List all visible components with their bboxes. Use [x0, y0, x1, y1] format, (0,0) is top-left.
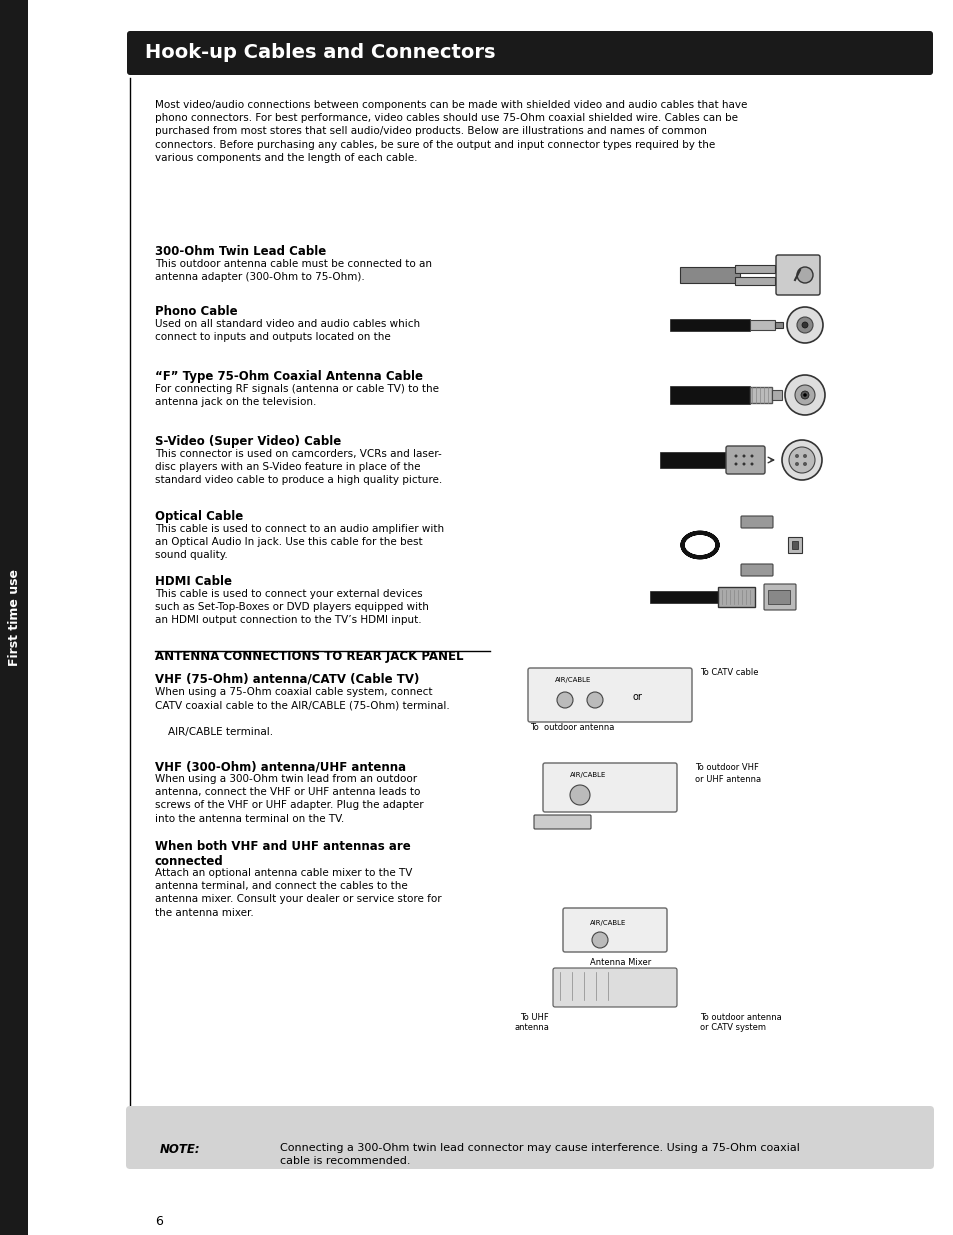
Text: HDMI Cable: HDMI Cable [154, 576, 232, 588]
Text: “F” Type 75-Ohm Coaxial Antenna Cable: “F” Type 75-Ohm Coaxial Antenna Cable [154, 370, 422, 383]
Circle shape [741, 462, 744, 466]
Circle shape [586, 692, 602, 708]
Text: NOTE:: NOTE: [160, 1144, 200, 1156]
Text: To UHF: To UHF [519, 1013, 548, 1023]
Text: S-Video (Super Video) Cable: S-Video (Super Video) Cable [154, 435, 341, 448]
Circle shape [802, 454, 806, 458]
Text: Hook-up Cables and Connectors: Hook-up Cables and Connectors [145, 43, 495, 63]
Text: AIR/CABLE: AIR/CABLE [555, 677, 591, 683]
FancyBboxPatch shape [740, 516, 772, 529]
FancyBboxPatch shape [763, 584, 795, 610]
Text: or: or [632, 692, 641, 701]
Bar [649, 592, 720, 603]
Text: To outdoor VHF: To outdoor VHF [695, 763, 758, 772]
Text: For connecting RF signals (antenna or cable TV) to the
antenna jack on the telev: For connecting RF signals (antenna or ca… [154, 384, 438, 408]
Circle shape [801, 391, 808, 399]
Circle shape [794, 462, 799, 466]
Text: 300-Ohm Twin Lead Cable: 300-Ohm Twin Lead Cable [154, 245, 326, 258]
Text: AIR/CABLE: AIR/CABLE [569, 772, 606, 778]
Text: or CATV system: or CATV system [700, 1023, 765, 1032]
FancyBboxPatch shape [527, 668, 691, 722]
FancyBboxPatch shape [126, 1107, 933, 1170]
Text: or UHF antenna: or UHF antenna [695, 776, 760, 784]
Text: To outdoor antenna: To outdoor antenna [700, 1013, 781, 1023]
Text: AIR/CABLE: AIR/CABLE [589, 920, 626, 926]
Bar [787, 537, 801, 553]
FancyBboxPatch shape [127, 31, 932, 75]
Circle shape [786, 308, 822, 343]
Circle shape [734, 462, 737, 466]
Text: This outdoor antenna cable must be connected to an
antenna adapter (300-Ohm to 7: This outdoor antenna cable must be conne… [154, 259, 432, 283]
Text: 6: 6 [154, 1215, 163, 1228]
Text: Phono Cable: Phono Cable [154, 305, 237, 317]
Circle shape [796, 317, 812, 333]
Bar [791, 541, 797, 550]
Text: Antenna Mixer: Antenna Mixer [589, 958, 651, 967]
Bar [734, 277, 774, 285]
Text: When using a 75-Ohm coaxial cable system, connect
CATV coaxial cable to the AIR/: When using a 75-Ohm coaxial cable system… [154, 687, 449, 736]
FancyBboxPatch shape [725, 446, 764, 474]
Text: Optical Cable: Optical Cable [154, 510, 243, 522]
FancyBboxPatch shape [562, 908, 666, 952]
FancyBboxPatch shape [740, 564, 772, 576]
Bar [659, 452, 729, 468]
Circle shape [557, 692, 573, 708]
Circle shape [750, 454, 753, 457]
Circle shape [784, 375, 824, 415]
Circle shape [569, 785, 589, 805]
Text: To CATV cable: To CATV cable [700, 668, 758, 677]
Text: antenna: antenna [515, 1023, 549, 1032]
Bar [734, 266, 774, 273]
Text: First time use: First time use [8, 568, 20, 666]
Circle shape [734, 454, 737, 457]
Circle shape [741, 454, 744, 457]
Text: When both VHF and UHF antennas are
connected: When both VHF and UHF antennas are conne… [154, 840, 411, 868]
Bar [669, 319, 749, 331]
Text: VHF (300-Ohm) antenna/UHF antenna: VHF (300-Ohm) antenna/UHF antenna [154, 760, 406, 773]
Circle shape [592, 932, 607, 948]
Text: Connecting a 300-Ohm twin lead connector may cause interference. Using a 75-Ohm : Connecting a 300-Ohm twin lead connector… [280, 1144, 799, 1166]
Bar [749, 320, 774, 330]
Text: This connector is used on camcorders, VCRs and laser-
disc players with an S-Vid: This connector is used on camcorders, VC… [154, 450, 442, 485]
Text: ANTENNA CONNECTIONS TO REAR JACK PANEL: ANTENNA CONNECTIONS TO REAR JACK PANEL [154, 650, 463, 663]
Text: This cable is used to connect to an audio amplifier with
an Optical Audio In jac: This cable is used to connect to an audi… [154, 524, 444, 561]
Text: Most video/audio connections between components can be made with shielded video : Most video/audio connections between com… [154, 100, 746, 163]
Text: Used on all standard video and audio cables which
connect to inputs and outputs : Used on all standard video and audio cab… [154, 319, 419, 342]
Bar [749, 387, 771, 403]
Circle shape [781, 440, 821, 480]
Text: When using a 300-Ohm twin lead from an outdoor
antenna, connect the VHF or UHF a: When using a 300-Ohm twin lead from an o… [154, 774, 423, 824]
Bar [669, 387, 749, 404]
Text: VHF (75-Ohm) antenna/CATV (Cable TV): VHF (75-Ohm) antenna/CATV (Cable TV) [154, 673, 419, 685]
Text: This cable is used to connect your external devices
such as Set-Top-Boxes or DVD: This cable is used to connect your exter… [154, 589, 429, 625]
FancyBboxPatch shape [534, 815, 590, 829]
Circle shape [794, 454, 799, 458]
FancyBboxPatch shape [775, 254, 820, 295]
Bar [767, 590, 789, 604]
Circle shape [802, 462, 806, 466]
FancyBboxPatch shape [553, 968, 677, 1007]
Circle shape [801, 322, 807, 329]
Bar [771, 390, 781, 400]
Circle shape [788, 447, 814, 473]
Text: To  outdoor antenna: To outdoor antenna [530, 722, 614, 732]
Circle shape [750, 462, 753, 466]
Text: Attach an optional antenna cable mixer to the TV
antenna terminal, and connect t: Attach an optional antenna cable mixer t… [154, 868, 441, 918]
FancyBboxPatch shape [0, 0, 28, 1235]
Circle shape [796, 267, 812, 283]
Bar [679, 267, 740, 283]
Polygon shape [718, 587, 754, 606]
Bar [774, 322, 782, 329]
FancyBboxPatch shape [542, 763, 677, 811]
Circle shape [794, 385, 814, 405]
Circle shape [802, 394, 805, 396]
